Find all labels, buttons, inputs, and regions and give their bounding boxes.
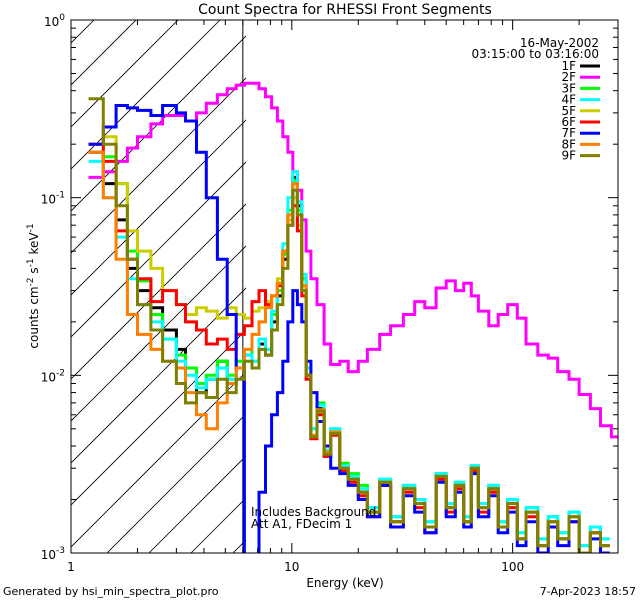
legend-label-7f: 7F [561,126,576,140]
y-axis-label: counts cm-2 s-1 keV-1 [26,223,41,348]
x-axis-label: Energy (keV) [306,576,383,590]
plot-frame [70,19,619,554]
x-axis-ticks: 1 10 100 [67,20,619,574]
series-7f-line [88,104,610,553]
hatch-line [0,0,126,600]
legend-label-1f: 1F [561,59,576,73]
y-tick-label: 10-2 [41,368,65,384]
y-tick-label: 100 [44,13,65,29]
timestamp-label: 7-Apr-2023 18:57 [540,585,636,598]
series-4f-line [88,159,610,548]
legend-label-4f: 4F [561,93,576,107]
y-tick-label: 10-1 [41,191,65,207]
series-9f-line [88,97,610,553]
hatch-line [0,0,294,600]
legend-label-8f: 8F [561,137,576,151]
time-range-label: 03:15:00 to 03:16:00 [472,47,599,61]
y-axis-ticks: 100 10-1 10-2 10-3 [41,13,618,562]
x-tick-label: 100 [501,560,524,574]
legend-label-3f: 3F [561,81,576,95]
series-6f-line [88,142,610,553]
hatch-line [71,371,246,548]
legend-label-6f: 6F [561,115,576,129]
note-background: Includes Background [251,505,376,519]
legend-label-5f: 5F [561,104,576,118]
x-tick-label: 10 [284,560,299,574]
x-tick-label: 1 [67,560,75,574]
series-layer [88,81,618,553]
chart-title: Count Spectra for RHESSI Front Segments [198,2,492,18]
legend-label-2f: 2F [561,70,576,84]
y-tick-label: 10-3 [41,546,65,562]
note-attenuator: Att A1, FDecim 1 [251,517,352,531]
hatch-line [0,0,168,600]
legend-label-9f: 9F [561,149,576,163]
generated-by-label: Generated by hsi_min_spectra_plot.pro [3,585,219,598]
series-2f-line [88,81,618,439]
date-label: 16-May-2002 [520,36,599,50]
